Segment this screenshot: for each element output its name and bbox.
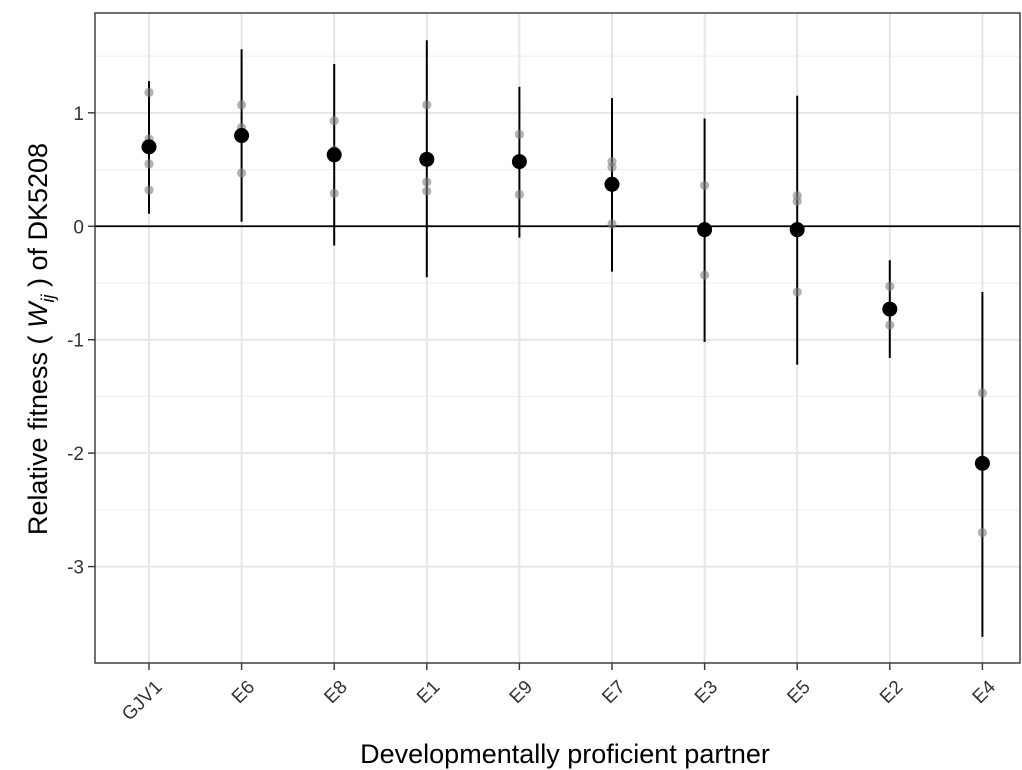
replicate-point bbox=[329, 188, 339, 198]
replicate-point bbox=[977, 388, 988, 398]
x-tick-label: E1 bbox=[413, 677, 444, 708]
y-axis-title-subscript: ij bbox=[38, 294, 58, 303]
mean-point bbox=[789, 222, 805, 238]
replicate-point bbox=[792, 287, 802, 297]
x-tick-label: E8 bbox=[320, 677, 351, 708]
x-tick-label: E9 bbox=[506, 677, 537, 708]
replicate-point bbox=[792, 196, 802, 206]
y-axis-title: Relative fitness ( Wij ) of DK5208 bbox=[23, 143, 58, 535]
plot-panel-border bbox=[94, 12, 1021, 664]
x-tick-label: E6 bbox=[228, 677, 259, 708]
replicate-point bbox=[700, 180, 710, 191]
y-tick-label: -3 bbox=[67, 558, 84, 579]
replicate-point bbox=[607, 219, 617, 229]
x-tick-label: E4 bbox=[969, 676, 1001, 708]
replicate-point bbox=[237, 100, 247, 110]
mean-point bbox=[326, 147, 342, 163]
mean-point bbox=[974, 455, 990, 471]
y-axis-title-prefix: Relative fitness ( bbox=[23, 328, 53, 535]
replicate-point bbox=[144, 87, 154, 98]
replicate-point bbox=[422, 177, 432, 187]
replicate-point bbox=[885, 320, 895, 330]
x-axis: GJV1 E6 E8 E1 E9 E7 E3 E5 E2 E4 bbox=[118, 663, 1000, 725]
y-tick-label: -1 bbox=[67, 331, 84, 352]
replicate-point bbox=[422, 186, 432, 196]
replicate-point bbox=[422, 100, 432, 110]
replicate-point bbox=[885, 281, 895, 291]
mean-point bbox=[604, 176, 620, 192]
replicate-point bbox=[607, 162, 617, 172]
y-tick-label: -2 bbox=[67, 444, 84, 465]
y-tick-label: 1 bbox=[73, 104, 84, 125]
replicate-point bbox=[144, 185, 154, 195]
replicate-point bbox=[700, 270, 710, 280]
replicate-point bbox=[977, 527, 988, 538]
replicate-point bbox=[144, 159, 154, 169]
mean-point bbox=[141, 139, 157, 155]
grid-minor bbox=[95, 55, 1020, 511]
y-axis: 1 0 -1 -2 -3 bbox=[67, 104, 95, 579]
plot-background bbox=[95, 13, 1020, 663]
mean-point bbox=[882, 301, 898, 317]
mean-point bbox=[419, 151, 435, 167]
x-axis-title: Developmentally proficient partner bbox=[360, 739, 770, 769]
replicate-point bbox=[514, 189, 525, 200]
y-axis-title-symbol: W bbox=[23, 300, 53, 328]
replicate-point bbox=[329, 116, 339, 126]
x-tick-label: E2 bbox=[876, 677, 907, 708]
y-tick-label: 0 bbox=[73, 217, 84, 238]
x-tick-label: GJV1 bbox=[118, 677, 166, 725]
x-tick-label: E7 bbox=[598, 677, 629, 708]
x-tick-label: E5 bbox=[783, 677, 814, 708]
mean-point bbox=[511, 154, 527, 170]
mean-point bbox=[234, 128, 250, 144]
replicate-point bbox=[237, 168, 247, 178]
mean-point bbox=[697, 222, 713, 238]
replicate-point bbox=[514, 129, 525, 139]
mean-points bbox=[141, 128, 990, 471]
y-axis-title-suffix: ) of DK5208 bbox=[23, 143, 53, 295]
x-tick-label: E3 bbox=[691, 677, 722, 708]
